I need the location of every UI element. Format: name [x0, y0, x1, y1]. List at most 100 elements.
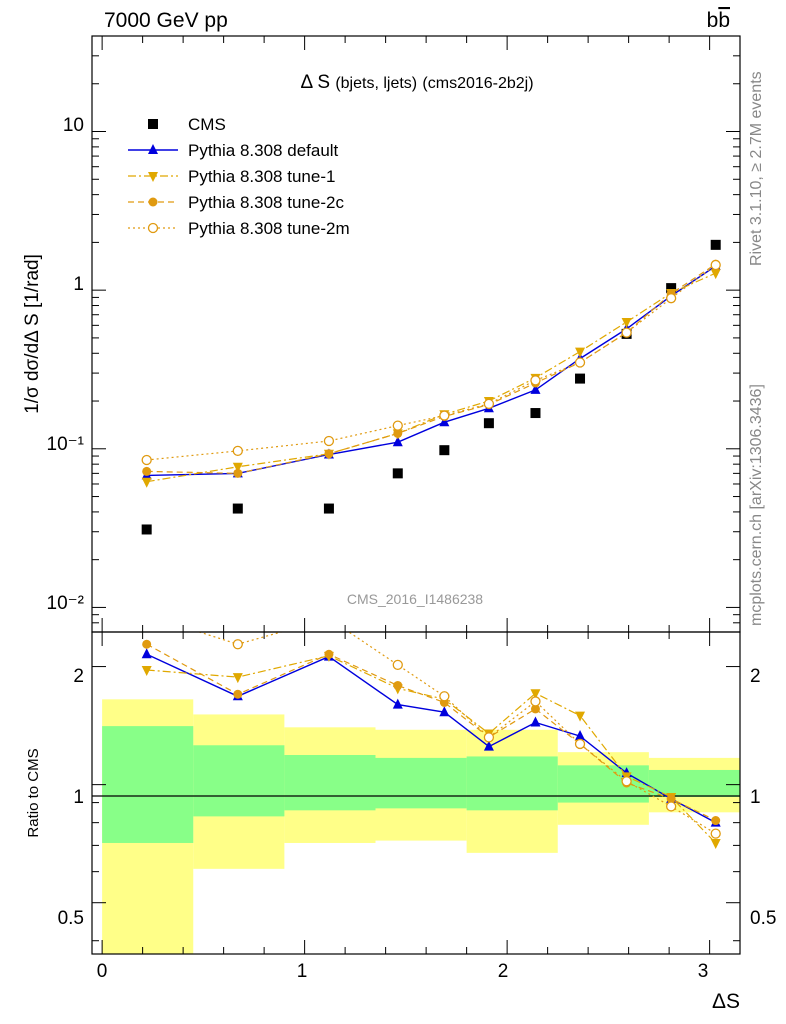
- legend-marker-3: [148, 197, 158, 207]
- legend-label-4: Pythia 8.308 tune-2m: [188, 219, 350, 238]
- ratio-point-3-4: [439, 691, 450, 702]
- ratio-point-1-1: [232, 673, 243, 684]
- main-point-0-5: [483, 418, 494, 429]
- watermark: CMS_2016_I1486238: [347, 591, 483, 607]
- legend-marker-1: [148, 144, 158, 154]
- main-point-3-3: [393, 428, 403, 438]
- ratio-point-3-1: [232, 639, 243, 650]
- main-point-0-9: [666, 283, 677, 294]
- ratio-point-1-7: [575, 711, 586, 722]
- ratio-band-inner-4: [466, 756, 558, 811]
- main-point-4-2: [323, 435, 335, 447]
- main-point-4-10: [710, 259, 721, 271]
- main-series-0: [141, 239, 721, 535]
- main-point-1-6: [530, 383, 541, 394]
- main-point-4-8: [621, 327, 632, 338]
- xaxis-label: ΔS: [712, 990, 740, 1013]
- header-left: 7000 GeV pp: [104, 9, 228, 32]
- ratio-band-inner-5: [557, 765, 649, 803]
- ytick-label-0.01: 10⁻²: [47, 593, 85, 614]
- legend-label-0: CMS: [188, 115, 226, 134]
- ratio-band-inner-3: [375, 757, 467, 809]
- xtick-label-0: 0: [97, 961, 108, 982]
- ratio-point-1-10: [710, 838, 721, 849]
- main-title: Δ S (bjets, ljets) (cms2016-2b2j): [300, 72, 533, 93]
- ratio-point-3-6: [530, 696, 541, 707]
- ratio-ylabel: Ratio to CMS: [25, 748, 42, 837]
- main-point-4-6: [530, 375, 541, 386]
- ratio-bands: [102, 699, 740, 954]
- main-series-line-4: [146, 264, 717, 461]
- main-point-2-7: [575, 347, 586, 358]
- main-point-0-4: [439, 445, 450, 456]
- ratio-point-0-7: [575, 730, 586, 741]
- ytick-label-10: 10: [63, 115, 84, 136]
- main-point-4-7: [574, 357, 586, 368]
- ratio-panel: Ratio to CMS 2 1 0.5 2 1 0.5 0 1 2 3 ΔS: [25, 631, 776, 1013]
- ratio-series-group: [141, 632, 721, 849]
- ratio-point-0-6: [530, 716, 541, 727]
- main-series-4: [141, 259, 721, 466]
- ratio-point-2-9: [666, 794, 676, 804]
- ratio-axis-ticks: [92, 632, 740, 954]
- header-right: bb: [707, 9, 730, 32]
- ratio-band-inner-2: [284, 755, 376, 811]
- ratio-point-0-4: [439, 706, 450, 717]
- ratio-frame: [91, 631, 741, 955]
- main-point-3-1: [233, 468, 243, 478]
- ratio-band-inner-1: [193, 745, 285, 817]
- main-point-2-0: [141, 477, 152, 488]
- ratio-point-1-6: [530, 689, 541, 700]
- main-point-0-0: [141, 524, 152, 535]
- ratio-point-3-8: [621, 776, 632, 787]
- main-point-4-9: [666, 293, 677, 304]
- main-series-line-3: [146, 263, 717, 475]
- ratio-ytick-label-1-left: 1: [73, 787, 84, 808]
- ratio-band-inner-0: [102, 726, 194, 843]
- main-point-2-10: [710, 269, 721, 280]
- main-point-1-4: [439, 416, 450, 427]
- ytick-label-1: 1: [73, 274, 84, 295]
- xtick-label-2: 2: [498, 961, 509, 982]
- main-point-0-10: [710, 239, 721, 250]
- main-point-4-4: [439, 410, 450, 421]
- xtick-label-3: 3: [698, 961, 709, 982]
- ratio-point-3-3: [392, 659, 403, 671]
- ratio-ytick-label-2-left: 2: [73, 666, 84, 687]
- ratio-point-0-0: [141, 648, 152, 659]
- main-series-line-1: [146, 265, 717, 477]
- ratio-point-2-3: [393, 680, 403, 690]
- legend-label-2: Pythia 8.308 tune-1: [188, 167, 335, 186]
- ratio-point-2-6: [530, 704, 540, 714]
- main-point-0-1: [232, 503, 243, 514]
- main-series-3: [142, 259, 721, 478]
- main-point-3-2: [324, 449, 334, 459]
- ratio-ytick-label-0.5-right: 0.5: [750, 908, 776, 929]
- main-series-2: [141, 269, 721, 488]
- main-point-4-5: [483, 398, 495, 409]
- main-point-3-0: [142, 466, 152, 476]
- main-point-2-8: [621, 317, 632, 328]
- ratio-point-3-5: [483, 732, 495, 743]
- main-point-1-3: [392, 436, 403, 447]
- ratio-point-1-0: [141, 666, 152, 677]
- ytick-label-0.1: 10⁻¹: [47, 434, 85, 455]
- main-point-0-6: [530, 408, 541, 419]
- ratio-point-3-9: [666, 801, 677, 812]
- main-point-0-7: [575, 373, 586, 384]
- main-ylabel: 1/σ dσ/dΔ S [1/rad]: [22, 254, 43, 414]
- legend-label-1: Pythia 8.308 default: [188, 141, 339, 160]
- main-axis-ticks: [92, 35, 740, 633]
- ratio-point-3-7: [574, 738, 586, 750]
- legend: CMS Pythia 8.308 default Pythia 8.308 tune…: [128, 115, 350, 238]
- legend-marker-0: [148, 119, 158, 129]
- main-series-1: [141, 259, 721, 480]
- main-point-2-1: [232, 462, 243, 473]
- ratio-point-2-0: [142, 639, 152, 649]
- ratio-series-3: [197, 632, 721, 839]
- ratio-ytick-label-2-right: 2: [750, 666, 761, 687]
- ratio-point-2-10: [711, 816, 721, 826]
- main-point-4-0: [141, 454, 152, 466]
- ratio-point-0-5: [483, 740, 494, 751]
